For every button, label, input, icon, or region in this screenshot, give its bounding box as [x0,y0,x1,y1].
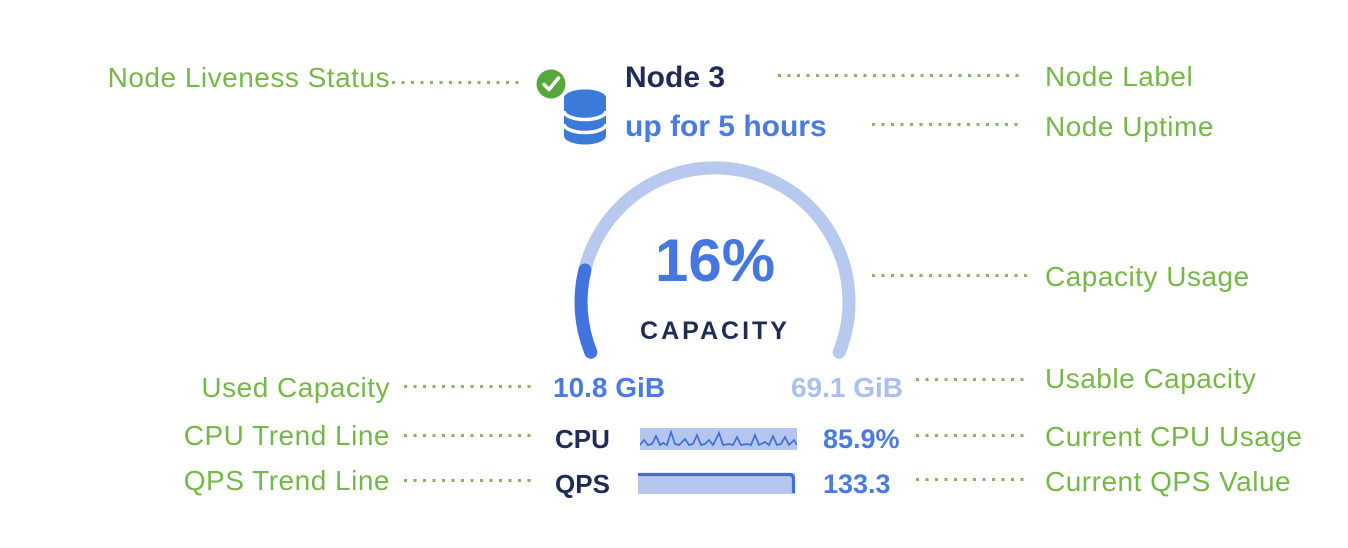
leader-line-node-label [778,74,1022,77]
database-icon [562,89,608,145]
node-uptime: up for 5 hours [625,110,827,143]
capacity-caption: CAPACITY [640,317,790,345]
leader-line-capacity-usage [872,274,1028,277]
used-capacity-value: 10.8 GiB [553,372,666,403]
gauge-fill [574,263,598,359]
qps-value: 133.3 [823,469,891,499]
usable-capacity-value: 69.1 GiB [790,372,903,403]
annotation-cpu-trend-line: CPU Trend Line [183,420,390,451]
leader-line-current-qps [916,478,1028,481]
capacity-gauge [574,161,856,359]
qps-label: QPS [555,469,610,499]
annotation-qps-trend-line: QPS Trend Line [183,465,390,496]
leader-line-liveness [392,81,522,84]
annotation-capacity-usage: Capacity Usage [1045,261,1250,292]
annotation-node-uptime: Node Uptime [1045,111,1214,142]
leader-line-node-uptime [872,123,1022,126]
annotation-used-capacity: Used Capacity [201,372,390,403]
annotation-current-qps-value: Current QPS Value [1045,466,1292,497]
check-circle-icon [535,68,567,100]
annotation-node-liveness-status: Node Liveness Status [107,62,390,93]
node-icon-cluster [534,67,614,147]
cpu-label: CPU [555,424,610,454]
annotation-node-label: Node Label [1045,61,1194,92]
capacity-percent: 16% [654,227,776,294]
leader-line-usable-capacity [916,378,1028,381]
leader-line-qps-trend [404,479,534,482]
leader-line-current-cpu [916,434,1028,437]
annotation-current-cpu-usage: Current CPU Usage [1045,421,1303,452]
leader-line-cpu-trend [404,434,534,437]
cpu-value: 85.9% [823,424,900,454]
leader-line-used-capacity [404,385,534,388]
annotation-usable-capacity: Usable Capacity [1045,363,1257,394]
qps-sparkline [638,472,796,494]
cpu-sparkline [640,428,797,450]
node-label: Node 3 [625,61,726,94]
